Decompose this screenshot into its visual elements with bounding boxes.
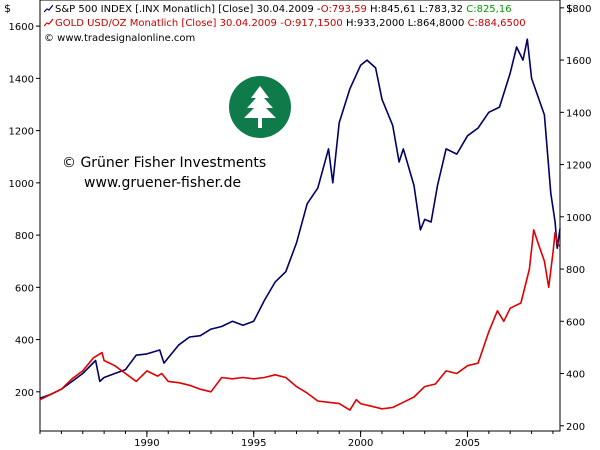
- watermark-line2: www.gruener-fisher.de: [84, 175, 242, 191]
- left-tick-label: 400: [15, 336, 34, 347]
- right-axis-label: $: [566, 2, 573, 15]
- right-tick-label: 400: [566, 370, 585, 381]
- left-tick-label: 1600: [9, 22, 34, 33]
- tree-logo-icon: [229, 76, 291, 138]
- right-tick-label: 1200: [566, 161, 591, 172]
- watermark-line1: © Grüner Fisher Investments: [62, 155, 267, 171]
- right-axis: 200 400 600 800 1000 1200 1400 1600 1800: [560, 4, 591, 433]
- legend-gold-hl: H:933,2000 L:864,8000: [345, 18, 465, 29]
- legend-gold-close: C:884,6500: [467, 18, 526, 29]
- right-tick-label: 1400: [566, 108, 591, 119]
- legend-gold: GOLD USD/OZ Monatlich [Close] 30.04.2009…: [44, 18, 526, 30]
- left-tick-label: 1400: [9, 74, 34, 85]
- plot-area-border: [39, 0, 561, 432]
- right-tick-label: 200: [566, 422, 585, 433]
- series-lines: [39, 38, 561, 411]
- legend-sp500-open: O:793,59: [320, 4, 367, 15]
- line-chart-icon: [44, 4, 53, 13]
- x-tick-label: 2000: [348, 438, 373, 449]
- x-tick-label: 1990: [134, 438, 159, 449]
- legend-sp500-close: C:825,16: [466, 4, 512, 15]
- series-line-sp500: [39, 38, 561, 400]
- x-tick-label: 2005: [455, 438, 480, 449]
- right-tick-label: 800: [566, 265, 585, 276]
- legend-gold-label: GOLD USD/OZ Monatlich [Close] 30.04.2009…: [55, 18, 284, 29]
- copyright-text: © www.tradesignalonline.com: [44, 33, 196, 44]
- legend-sp500-hl: H:845,61 L:783,32: [370, 4, 464, 15]
- left-tick-label: 600: [15, 283, 34, 294]
- left-axis-label: $: [4, 2, 11, 15]
- left-tick-label: 1200: [9, 127, 34, 138]
- series-line-gold: [39, 229, 561, 411]
- left-tick-label: 800: [15, 231, 34, 242]
- legend-gold-open: O:917,1500: [283, 18, 343, 29]
- line-chart-icon: [44, 18, 53, 27]
- legend-sp500: S&P 500 INDEX [.INX Monatlich] [Close] 3…: [44, 4, 512, 16]
- right-tick-label: 600: [566, 317, 585, 328]
- left-axis: 200 400 600 800 1000 1200 1400 1600: [9, 22, 40, 399]
- x-tick-label: 1995: [241, 438, 266, 449]
- legend-sp500-label: S&P 500 INDEX [.INX Monatlich] [Close] 3…: [55, 4, 321, 15]
- tree-icon: [244, 86, 276, 128]
- left-tick-label: 200: [15, 388, 34, 399]
- right-tick-label: 1600: [566, 56, 591, 67]
- right-tick-label: 1800: [566, 4, 591, 15]
- right-tick-label: 1000: [566, 213, 591, 224]
- left-tick-label: 1000: [9, 179, 34, 190]
- x-axis: 1990 1995 2000 2005: [39, 431, 554, 449]
